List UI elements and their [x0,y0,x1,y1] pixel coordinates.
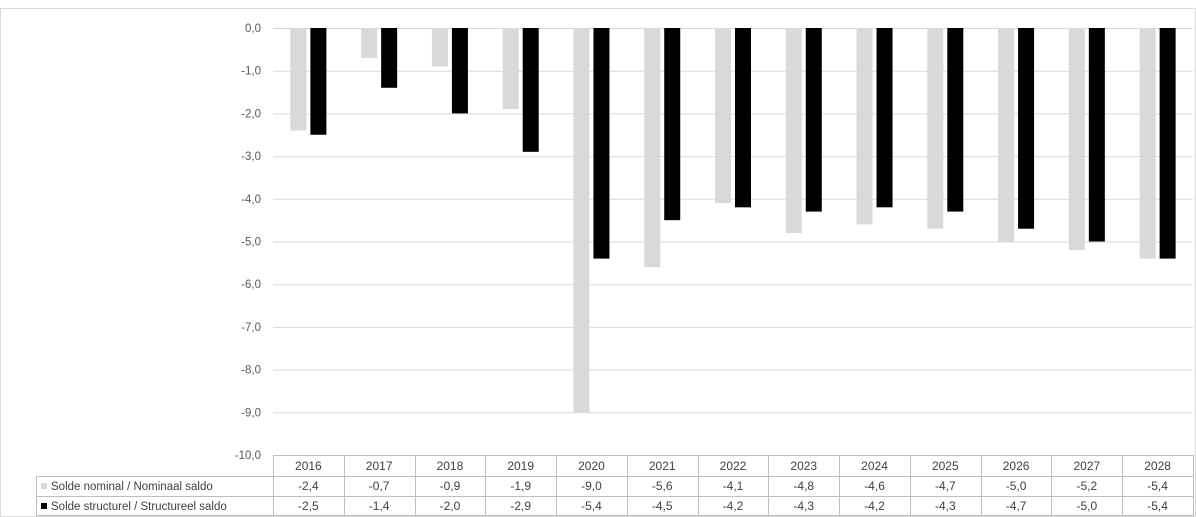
data-label: -4,7 [935,479,956,493]
bar-structural [451,28,468,114]
data-label: -1,4 [369,499,390,513]
bar-nominal [856,28,873,225]
x-category-label: 2018 [437,459,464,473]
data-label: -2,9 [510,499,531,513]
legend-swatch [41,483,47,489]
data-label: -2,5 [298,499,319,513]
y-tick-label: 0,0 [245,23,261,35]
y-tick-label: -2,0 [241,108,261,120]
x-category-label: 2026 [1003,459,1030,473]
bar-structural [1018,28,1035,229]
bar-nominal [927,28,944,229]
bar-structural [593,28,610,259]
x-category-label: 2020 [578,459,605,473]
bar-nominal [644,28,661,268]
data-label: -4,5 [652,499,673,513]
x-category-label: 2024 [861,459,888,473]
bar-nominal [431,28,448,67]
x-category-label: 2027 [1073,459,1100,473]
y-tick-label: -8,0 [241,365,261,377]
bar-nominal [998,28,1015,242]
data-label: -1,9 [510,479,531,493]
x-category-label: 2021 [649,459,676,473]
x-category-label: 2022 [720,459,747,473]
data-label: -4,6 [864,479,885,493]
x-category-label: 2016 [295,459,322,473]
data-label: -4,2 [864,499,885,513]
y-tick-label: -1,0 [241,66,261,78]
y-axis-tick-labels: 0,0 -1,0 -2,0 -3,0 -4,0 -5,0 -6,0 -7,0 -8,0 -9,0 -… [235,23,261,462]
y-tick-label: -7,0 [241,322,261,334]
data-table: 2016 2017 2018 2019 2020 2021 2022 2023 2024 2025… [36,455,1194,516]
data-label: -4,3 [793,499,814,513]
bar-nominal [361,28,378,58]
data-label: -5,4 [1147,479,1168,493]
data-label: -9,0 [581,479,602,493]
data-label: -5,4 [581,499,602,513]
data-label: -0,7 [369,479,390,493]
series-name: Solde structurel / Structureel saldo [51,501,227,513]
bar-nominal [573,28,590,413]
bar-nominal [502,28,519,110]
data-label: -4,2 [723,499,744,513]
bar-structural [522,28,539,152]
bar-structural [381,28,398,88]
bar-structural [1159,28,1176,259]
y-tick-label: -9,0 [241,407,261,419]
data-label: -5,0 [1006,479,1027,493]
data-label: -4,3 [935,499,956,513]
bar-structural [876,28,893,208]
data-label: -5,2 [1077,479,1098,493]
data-label: -2,4 [298,479,319,493]
bar-structural [664,28,681,221]
y-tick-label: -5,0 [241,237,261,249]
gridlines [273,28,1193,414]
y-tick-label: -6,0 [241,279,261,291]
legend-swatch [41,503,47,509]
x-category-label: 2025 [932,459,959,473]
x-category-label: 2017 [366,459,393,473]
y-tick-label: -4,0 [241,194,261,206]
data-label: -5,6 [652,479,673,493]
data-label: -4,8 [793,479,814,493]
bar-nominal [785,28,802,233]
data-label: -5,4 [1147,499,1168,513]
bar-nominal [715,28,731,204]
bar-structural [947,28,964,212]
series-name: Solde nominal / Nominaal saldo [51,481,213,493]
bar-nominal [290,28,307,131]
bar-structural [805,28,822,212]
data-label: -4,1 [723,479,744,493]
data-label: -0,9 [440,479,461,493]
data-label: -2,0 [440,499,461,513]
bar-structural [310,28,327,135]
bars [290,28,1176,413]
x-category-label: 2023 [790,459,817,473]
y-tick-label: -10,0 [235,450,261,462]
bar-nominal [1139,28,1156,259]
bar-structural [1088,28,1105,242]
data-label: -4,7 [1006,499,1027,513]
bar-nominal [1068,28,1085,251]
x-category-label: 2019 [507,459,534,473]
x-category-label: 2028 [1144,459,1171,473]
y-tick-label: -3,0 [241,151,261,163]
data-label: -5,0 [1077,499,1098,513]
bar-structural [735,28,751,208]
